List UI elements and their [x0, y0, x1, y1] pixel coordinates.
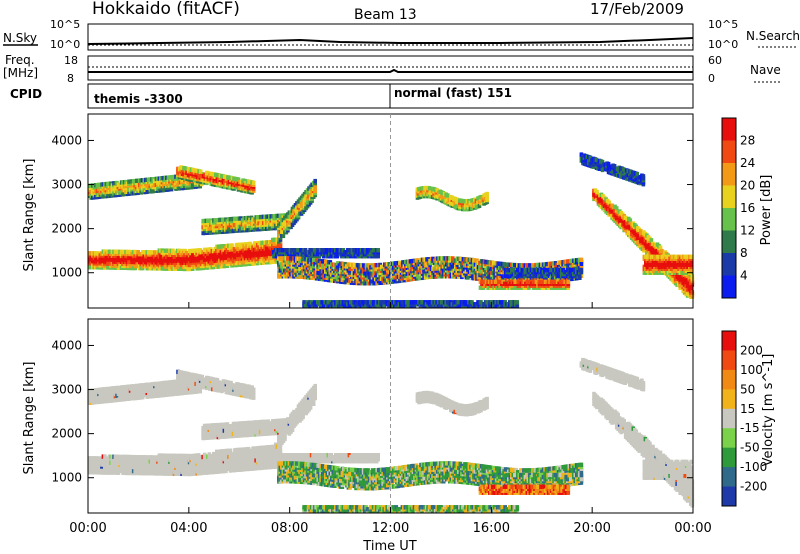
power-cell [435, 188, 439, 193]
power-cell [311, 257, 316, 263]
power-cell [455, 197, 459, 202]
nsky-trace [87, 37, 694, 45]
freq-trace [88, 68, 693, 73]
nsky-tick-top: 10^5 [50, 18, 80, 31]
power-cell [242, 178, 247, 184]
nsearch-tick-bottom: 10^0 [708, 38, 738, 51]
nsky-tick-bottom: 10^0 [50, 38, 80, 51]
freq-tick-top: 18 [64, 54, 78, 67]
power-cell [287, 220, 292, 225]
freq-unit-label: [MHz] [3, 66, 38, 80]
power-cell [566, 279, 571, 284]
power-cell [313, 178, 317, 184]
power-cell [579, 257, 584, 262]
power-cell [347, 248, 352, 253]
power-cell [466, 275, 470, 280]
power-cell [446, 193, 450, 198]
power-cell [352, 262, 357, 268]
power-cell [230, 243, 234, 248]
power-cell [379, 264, 384, 270]
figure-title: Hokkaido (fitACF) [92, 0, 240, 19]
power-cell [236, 177, 241, 182]
date-label: 17/Feb/2009 [590, 0, 684, 18]
power-cell [206, 171, 211, 176]
power-cell [320, 300, 324, 305]
power-cell [376, 254, 380, 259]
power-cell [183, 166, 188, 171]
nsearch-label: N.Search [746, 29, 800, 43]
power-cell [343, 279, 348, 285]
power-cell [534, 279, 539, 284]
power-cell [458, 304, 462, 309]
nsky-label: N.Sky [3, 31, 37, 45]
nave-tick-bottom: 0 [708, 72, 715, 85]
nave-label: Nave [750, 63, 781, 77]
nsearch-tick-top: 10^5 [708, 18, 738, 31]
cpid-bar [87, 83, 694, 109]
nsky-panel [87, 23, 694, 51]
power-cell [100, 259, 104, 264]
cpid-segment-2: normal (fast) 151 [394, 86, 512, 100]
power-cell [251, 180, 256, 185]
power-cell [426, 266, 431, 272]
power-cell [223, 180, 227, 185]
freq-label: Freq. [5, 53, 35, 67]
power-cell [485, 191, 489, 197]
power-cell [302, 300, 306, 305]
power-cell [477, 203, 482, 208]
power-cell [313, 188, 317, 194]
beam-label: Beam 13 [354, 7, 417, 23]
power-cell [145, 189, 150, 194]
power-cell [570, 267, 575, 273]
power-cell [121, 249, 125, 255]
power-cell [427, 186, 432, 191]
power-cell [106, 265, 110, 270]
power-cell [303, 304, 308, 309]
power-cell [324, 259, 328, 264]
power-cell [281, 233, 286, 239]
power-cell [578, 273, 582, 279]
power-cell [198, 169, 203, 174]
power-cell [502, 262, 506, 267]
power-cell [190, 182, 195, 188]
power-cell [579, 267, 584, 273]
freq-panel [87, 55, 694, 81]
cpid-segment-1: themis -3300 [94, 92, 183, 106]
freq-tick-bottom: 8 [67, 72, 74, 85]
nave-tick-top: 60 [708, 54, 722, 67]
power-cell [221, 178, 226, 183]
power-cell [376, 248, 380, 253]
cpid-label: CPID [10, 87, 42, 101]
